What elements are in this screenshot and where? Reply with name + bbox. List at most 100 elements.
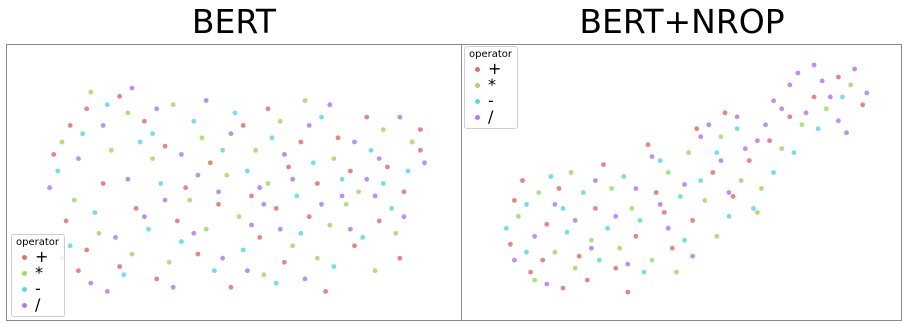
- point-multiply-8: [665, 170, 671, 175]
- point-plus-22: [601, 162, 606, 167]
- point-multiply-19: [572, 265, 578, 271]
- point-multiply-14: [71, 197, 77, 203]
- point-multiply-1: [536, 190, 542, 195]
- point-multiply-2: [552, 249, 558, 255]
- point-divide-36: [364, 176, 370, 182]
- point-divide-24: [811, 62, 817, 68]
- point-divide-16: [803, 110, 809, 116]
- legend-marker-divide: [475, 114, 480, 120]
- point-plus-26: [323, 289, 328, 294]
- point-multiply-27: [187, 197, 193, 203]
- point-multiply-15: [799, 122, 805, 128]
- point-divide-7: [228, 131, 234, 137]
- point-multiply-13: [759, 186, 764, 191]
- legend-marker-multiply: [475, 82, 480, 88]
- point-divide-0: [512, 257, 517, 263]
- point-divide-9: [282, 152, 287, 157]
- point-minus-9: [678, 194, 683, 199]
- point-minus-21: [641, 269, 647, 275]
- point-plus-4: [560, 285, 566, 291]
- point-divide-6: [633, 186, 639, 191]
- chart-title-bert: BERT: [191, 2, 277, 41]
- point-plus-25: [722, 110, 728, 116]
- legend-marker-minus: [475, 98, 480, 104]
- legend-bert: operator + * - /: [11, 234, 66, 317]
- point-plus-23: [645, 142, 651, 148]
- legend-entry-minus: -: [16, 281, 59, 297]
- point-plus-1: [67, 123, 73, 128]
- point-minus-19: [212, 268, 217, 274]
- point-minus-25: [389, 206, 394, 211]
- point-minus-10: [698, 178, 704, 183]
- point-divide-18: [113, 235, 118, 240]
- point-minus-4: [580, 190, 586, 195]
- point-minus-20: [240, 247, 246, 253]
- point-plus-38: [418, 127, 423, 132]
- point-divide-28: [372, 193, 378, 199]
- legend-marker-plus: [475, 66, 480, 72]
- point-plus-27: [352, 243, 357, 249]
- point-plus-34: [249, 193, 254, 199]
- legend-label-minus: -: [488, 91, 494, 110]
- point-divide-25: [763, 122, 768, 128]
- legend-entry-minus: -: [469, 93, 512, 109]
- point-multiply-14: [779, 146, 785, 152]
- point-divide-23: [249, 222, 254, 228]
- point-minus-5: [597, 257, 602, 263]
- point-multiply-23: [343, 201, 349, 207]
- point-multiply-16: [129, 251, 135, 257]
- point-minus-12: [734, 126, 740, 132]
- scatter-plot-bert: [47, 85, 427, 294]
- scatter-plot-bert-nrop: [503, 62, 870, 295]
- point-minus-10: [319, 114, 324, 120]
- point-divide-28: [706, 122, 712, 128]
- point-multiply-11: [718, 134, 724, 140]
- legend-entry-plus: +: [469, 61, 512, 77]
- legend-entry-multiply: *: [16, 265, 59, 281]
- point-plus-2: [84, 106, 90, 112]
- point-multiply-12: [380, 127, 386, 132]
- point-divide-13: [755, 138, 760, 144]
- point-divide-19: [142, 214, 147, 220]
- point-plus-4: [142, 118, 147, 124]
- point-divide-29: [544, 281, 550, 287]
- point-plus-28: [376, 218, 382, 224]
- point-multiply-13: [409, 139, 415, 145]
- point-minus-28: [310, 160, 316, 166]
- point-divide-19: [852, 66, 857, 72]
- point-multiply-17: [848, 82, 853, 88]
- point-multiply-22: [714, 233, 720, 239]
- point-minus-14: [67, 243, 73, 249]
- point-multiply-5: [199, 135, 205, 141]
- point-multiply-6: [224, 172, 230, 178]
- point-divide-30: [589, 245, 594, 251]
- point-plus-10: [669, 245, 675, 251]
- point-minus-23: [331, 264, 337, 269]
- point-divide-35: [339, 193, 345, 199]
- point-divide-11: [718, 158, 724, 163]
- point-multiply-0: [516, 214, 521, 219]
- point-divide-2: [100, 123, 106, 128]
- point-plus-29: [397, 255, 403, 261]
- legend-entry-divide: /: [16, 297, 59, 313]
- point-divide-3: [129, 85, 135, 91]
- point-minus-15: [92, 210, 98, 216]
- point-plus-7: [613, 265, 619, 271]
- legend-label-plus: +: [35, 247, 49, 266]
- point-multiply-21: [290, 243, 296, 249]
- point-multiply-21: [674, 269, 679, 275]
- point-divide-30: [125, 176, 131, 182]
- point-multiply-15: [96, 230, 102, 236]
- point-multiply-16: [823, 106, 829, 112]
- point-minus-11: [339, 176, 345, 182]
- point-plus-16: [418, 147, 423, 153]
- legend-label-multiply: *: [488, 75, 496, 94]
- series-minus: [55, 102, 411, 286]
- point-multiply-19: [236, 214, 242, 220]
- point-divide-10: [306, 123, 312, 128]
- point-divide-0: [47, 185, 52, 191]
- point-plus-19: [860, 102, 866, 108]
- point-divide-4: [593, 178, 598, 183]
- legend-marker-multiply: [22, 270, 27, 276]
- point-plus-24: [694, 126, 700, 132]
